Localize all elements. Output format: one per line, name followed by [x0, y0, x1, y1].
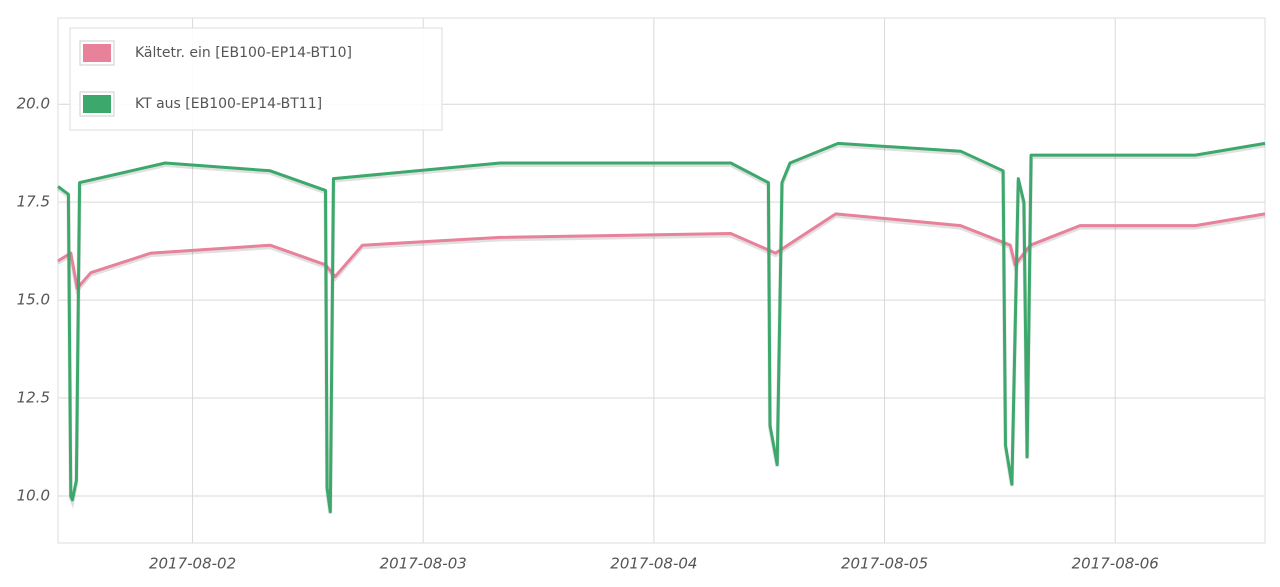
- lines: [56, 141, 1266, 514]
- y-tick-label: 10.0: [17, 486, 50, 504]
- legend-swatch-color: [83, 44, 111, 62]
- y-tick-label: 17.5: [17, 193, 50, 211]
- x-tick-label: 2017-08-03: [380, 555, 467, 573]
- legend-swatch-color: [83, 95, 111, 113]
- legend: Kältetr. ein [EB100-EP14-BT10] KT aus [EB…: [69, 27, 443, 131]
- legend-label: Kältetr. ein [EB100-EP14-BT10]: [135, 45, 352, 61]
- line: [57, 212, 1266, 290]
- legend-label: KT aus [EB100-EP14-BT11]: [135, 96, 322, 112]
- x-tick-label: 2017-08-04: [610, 555, 697, 573]
- grid: [58, 18, 1265, 543]
- x-tick-label: 2017-08-06: [1072, 555, 1159, 573]
- x-tick-label: 2017-08-05: [841, 555, 928, 573]
- x-tick-label: 2017-08-02: [149, 555, 236, 573]
- line: [57, 141, 1266, 514]
- legend-box: [69, 27, 443, 131]
- y-tick-label: 15.0: [17, 291, 50, 309]
- y-tick-label: 12.5: [17, 389, 50, 407]
- y-tick-label: 20.0: [17, 95, 50, 113]
